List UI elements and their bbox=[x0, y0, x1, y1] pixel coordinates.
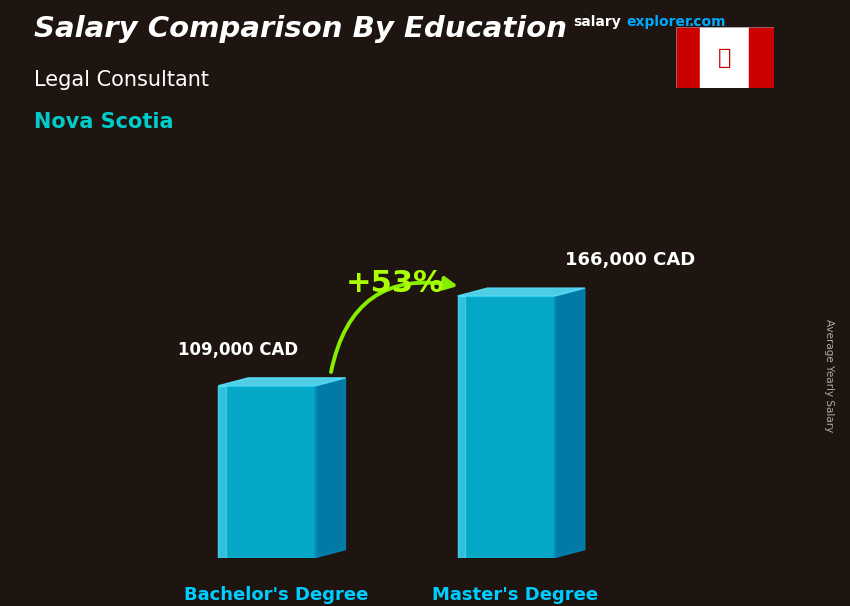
Text: Bachelor's Degree: Bachelor's Degree bbox=[184, 586, 368, 604]
Text: Legal Consultant: Legal Consultant bbox=[34, 70, 209, 90]
Polygon shape bbox=[457, 296, 555, 558]
Polygon shape bbox=[749, 27, 774, 88]
Polygon shape bbox=[218, 378, 345, 386]
Polygon shape bbox=[700, 27, 749, 88]
Polygon shape bbox=[676, 27, 700, 88]
Text: .com: .com bbox=[688, 15, 726, 29]
Text: 🍁: 🍁 bbox=[718, 47, 731, 68]
Polygon shape bbox=[218, 386, 226, 558]
Text: Average Yearly Salary: Average Yearly Salary bbox=[824, 319, 834, 432]
Polygon shape bbox=[218, 386, 315, 558]
Polygon shape bbox=[457, 296, 466, 558]
Polygon shape bbox=[315, 378, 345, 558]
Text: Nova Scotia: Nova Scotia bbox=[34, 112, 173, 132]
Polygon shape bbox=[555, 288, 585, 558]
Text: Salary Comparison By Education: Salary Comparison By Education bbox=[34, 15, 567, 43]
Text: Master's Degree: Master's Degree bbox=[432, 586, 598, 604]
Text: +53%: +53% bbox=[346, 269, 445, 298]
Text: 109,000 CAD: 109,000 CAD bbox=[178, 341, 298, 359]
Polygon shape bbox=[457, 288, 585, 296]
Text: explorer: explorer bbox=[626, 15, 692, 29]
Text: 166,000 CAD: 166,000 CAD bbox=[564, 251, 694, 269]
Text: salary: salary bbox=[574, 15, 621, 29]
